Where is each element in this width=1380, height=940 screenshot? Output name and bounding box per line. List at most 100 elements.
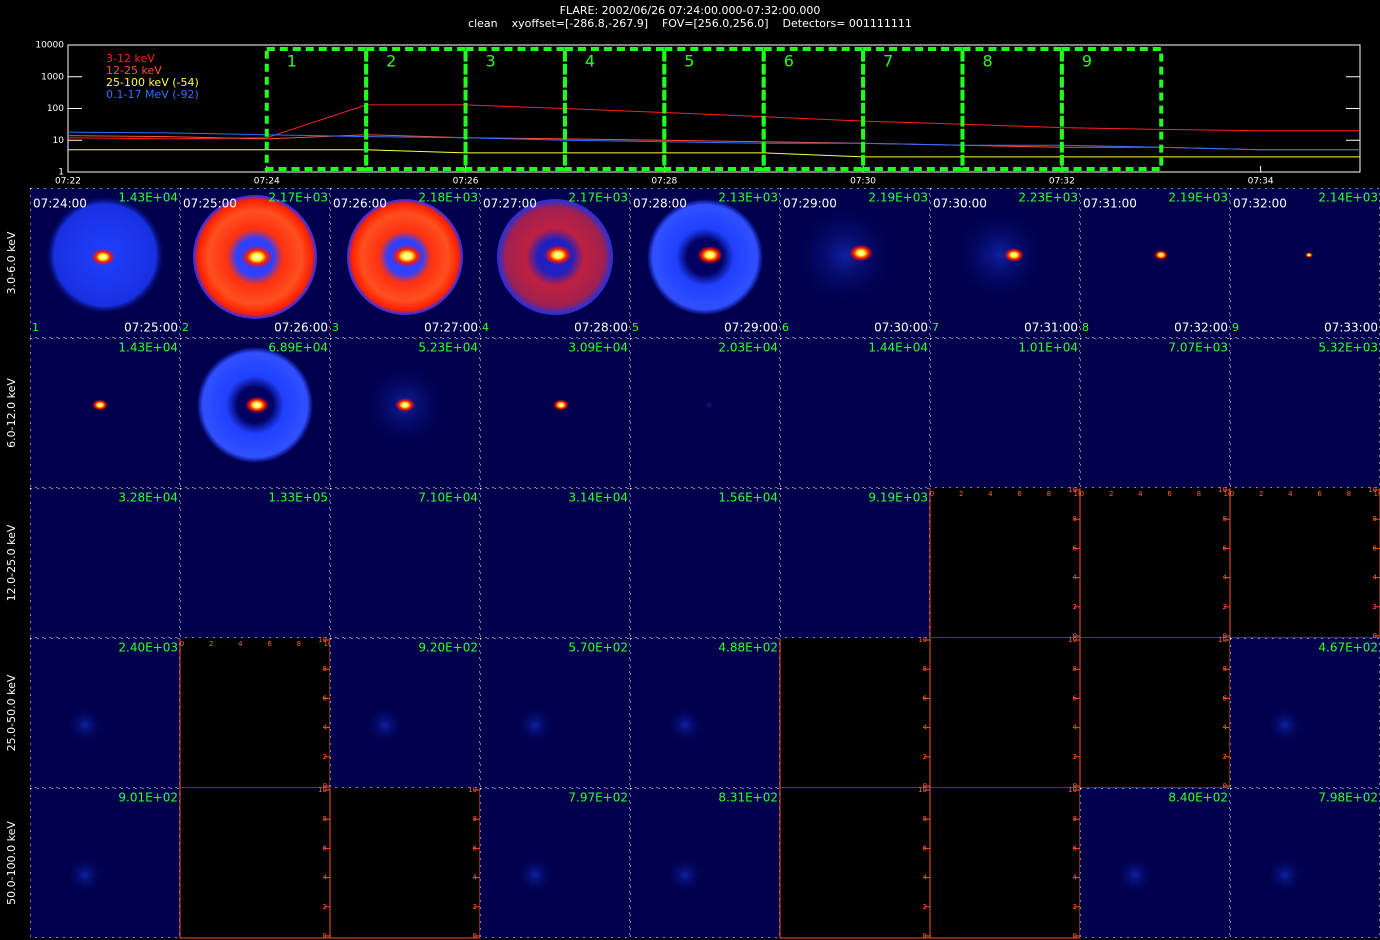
empty-axis-tick: 10 xyxy=(1068,636,1077,644)
end-time: 07:33:00 xyxy=(1324,321,1378,335)
empty-axis-tick: 10 xyxy=(468,786,477,794)
empty-axis-tick: 6 xyxy=(1017,490,1022,498)
max-value: 8.31E+02 xyxy=(718,791,778,805)
x-tick-label: 07:28 xyxy=(651,177,677,187)
image-panel xyxy=(1080,338,1230,488)
empty-axis-tick: 2 xyxy=(959,490,963,498)
y-tick-label: 100 xyxy=(47,104,64,114)
interval-label: 5 xyxy=(684,52,694,71)
image-panel xyxy=(780,488,930,638)
empty-axis-tick: 4 xyxy=(1288,490,1293,498)
panel-index: 4 xyxy=(482,321,489,334)
interval-label: 1 xyxy=(287,52,297,71)
max-value: 2.03E+04 xyxy=(718,341,778,355)
start-time: 07:24:00 xyxy=(33,197,87,211)
max-value: 6.89E+04 xyxy=(268,341,328,355)
series-line xyxy=(68,149,1360,158)
image-panel xyxy=(30,488,180,638)
end-time: 07:29:00 xyxy=(724,321,778,335)
image-blob xyxy=(1265,855,1305,895)
interval-box xyxy=(1059,47,1164,171)
image-panel xyxy=(630,638,780,788)
image-panel xyxy=(330,638,480,788)
image-blob xyxy=(391,244,423,268)
legend-entry: 3-12 keV xyxy=(106,52,155,65)
y-tick-label: 10 xyxy=(53,136,65,146)
image-blob xyxy=(241,245,273,269)
row-label: 12.0-25.0 keV xyxy=(5,524,18,601)
legend-entry: 25-100 keV (-54) xyxy=(106,76,199,89)
x-tick-label: 07:22 xyxy=(55,177,81,187)
image-blob xyxy=(665,705,705,745)
max-value: 4.67E+02 xyxy=(1318,641,1378,655)
empty-axis-tick: 0 xyxy=(180,640,184,648)
empty-axis-tick: 10 xyxy=(918,786,927,794)
max-value: 2.17E+03 xyxy=(268,191,328,205)
image-panel xyxy=(480,488,630,638)
image-blob xyxy=(65,855,105,895)
max-value: 1.43E+04 xyxy=(118,191,178,205)
image-blob xyxy=(1154,250,1168,260)
max-value: 1.56E+04 xyxy=(718,491,778,505)
interval-box xyxy=(662,47,766,171)
image-blob xyxy=(1305,252,1313,258)
image-blob xyxy=(544,245,572,265)
start-time: 07:30:00 xyxy=(933,197,987,211)
panel-index: 9 xyxy=(1232,321,1239,334)
empty-axis-tick: 10 xyxy=(324,640,333,648)
y-tick-label: 1 xyxy=(58,168,64,178)
empty-axis-tick: 10 xyxy=(318,636,327,644)
row-label: 25.0-50.0 keV xyxy=(5,674,18,751)
image-blob xyxy=(849,244,873,262)
max-value: 7.98E+02 xyxy=(1318,791,1378,805)
interval-box xyxy=(960,47,1064,171)
image-blob xyxy=(790,200,900,310)
y-tick-label: 10000 xyxy=(35,41,64,51)
end-time: 07:30:00 xyxy=(874,321,928,335)
max-value: 5.32E+03 xyxy=(1318,341,1378,355)
max-value: 2.40E+03 xyxy=(118,641,178,655)
empty-panel xyxy=(780,788,930,938)
legend-entry: 0.1-17 MeV (-92) xyxy=(106,88,199,101)
interval-box xyxy=(463,47,567,171)
panel-index: 3 xyxy=(332,321,339,334)
empty-axis-tick: 6 xyxy=(1317,490,1322,498)
image-blob xyxy=(65,705,105,745)
empty-axis-tick: 6 xyxy=(267,640,272,648)
interval-box xyxy=(761,47,866,171)
max-value: 1.33E+05 xyxy=(268,491,328,505)
empty-panel xyxy=(1080,488,1230,638)
start-time: 07:31:00 xyxy=(1083,197,1137,211)
empty-axis-tick: 4 xyxy=(988,490,993,498)
max-value: 7.10E+04 xyxy=(418,491,478,505)
x-tick-label: 07:34 xyxy=(1248,177,1274,187)
image-blob xyxy=(92,399,108,411)
start-time: 07:29:00 xyxy=(783,197,837,211)
end-time: 07:31:00 xyxy=(1024,321,1078,335)
end-time: 07:25:00 xyxy=(124,321,178,335)
empty-axis-tick: 0 xyxy=(1230,490,1234,498)
y-tick-label: 1000 xyxy=(41,72,64,82)
image-panel xyxy=(480,788,630,938)
start-time: 07:25:00 xyxy=(183,197,237,211)
image-panel xyxy=(1230,788,1380,938)
empty-panel xyxy=(930,788,1080,938)
panel-index: 8 xyxy=(1082,321,1089,334)
max-value: 5.23E+04 xyxy=(418,341,478,355)
empty-axis-tick: 2 xyxy=(209,640,213,648)
empty-axis-tick: 0 xyxy=(1080,490,1084,498)
max-value: 1.01E+04 xyxy=(1018,341,1078,355)
image-panel xyxy=(1080,788,1230,938)
image-panel xyxy=(930,338,1080,488)
empty-axis-tick: 4 xyxy=(238,640,243,648)
image-panel xyxy=(480,638,630,788)
image-panel xyxy=(1230,188,1380,338)
empty-axis-tick: 8 xyxy=(1047,490,1051,498)
empty-axis-tick: 8 xyxy=(1347,490,1351,498)
image-panel xyxy=(780,338,930,488)
empty-panel xyxy=(780,638,930,788)
panel-index: 5 xyxy=(632,321,639,334)
empty-axis-tick: 8 xyxy=(1197,490,1201,498)
image-panel xyxy=(630,788,780,938)
empty-axis-tick: 6 xyxy=(1167,490,1172,498)
